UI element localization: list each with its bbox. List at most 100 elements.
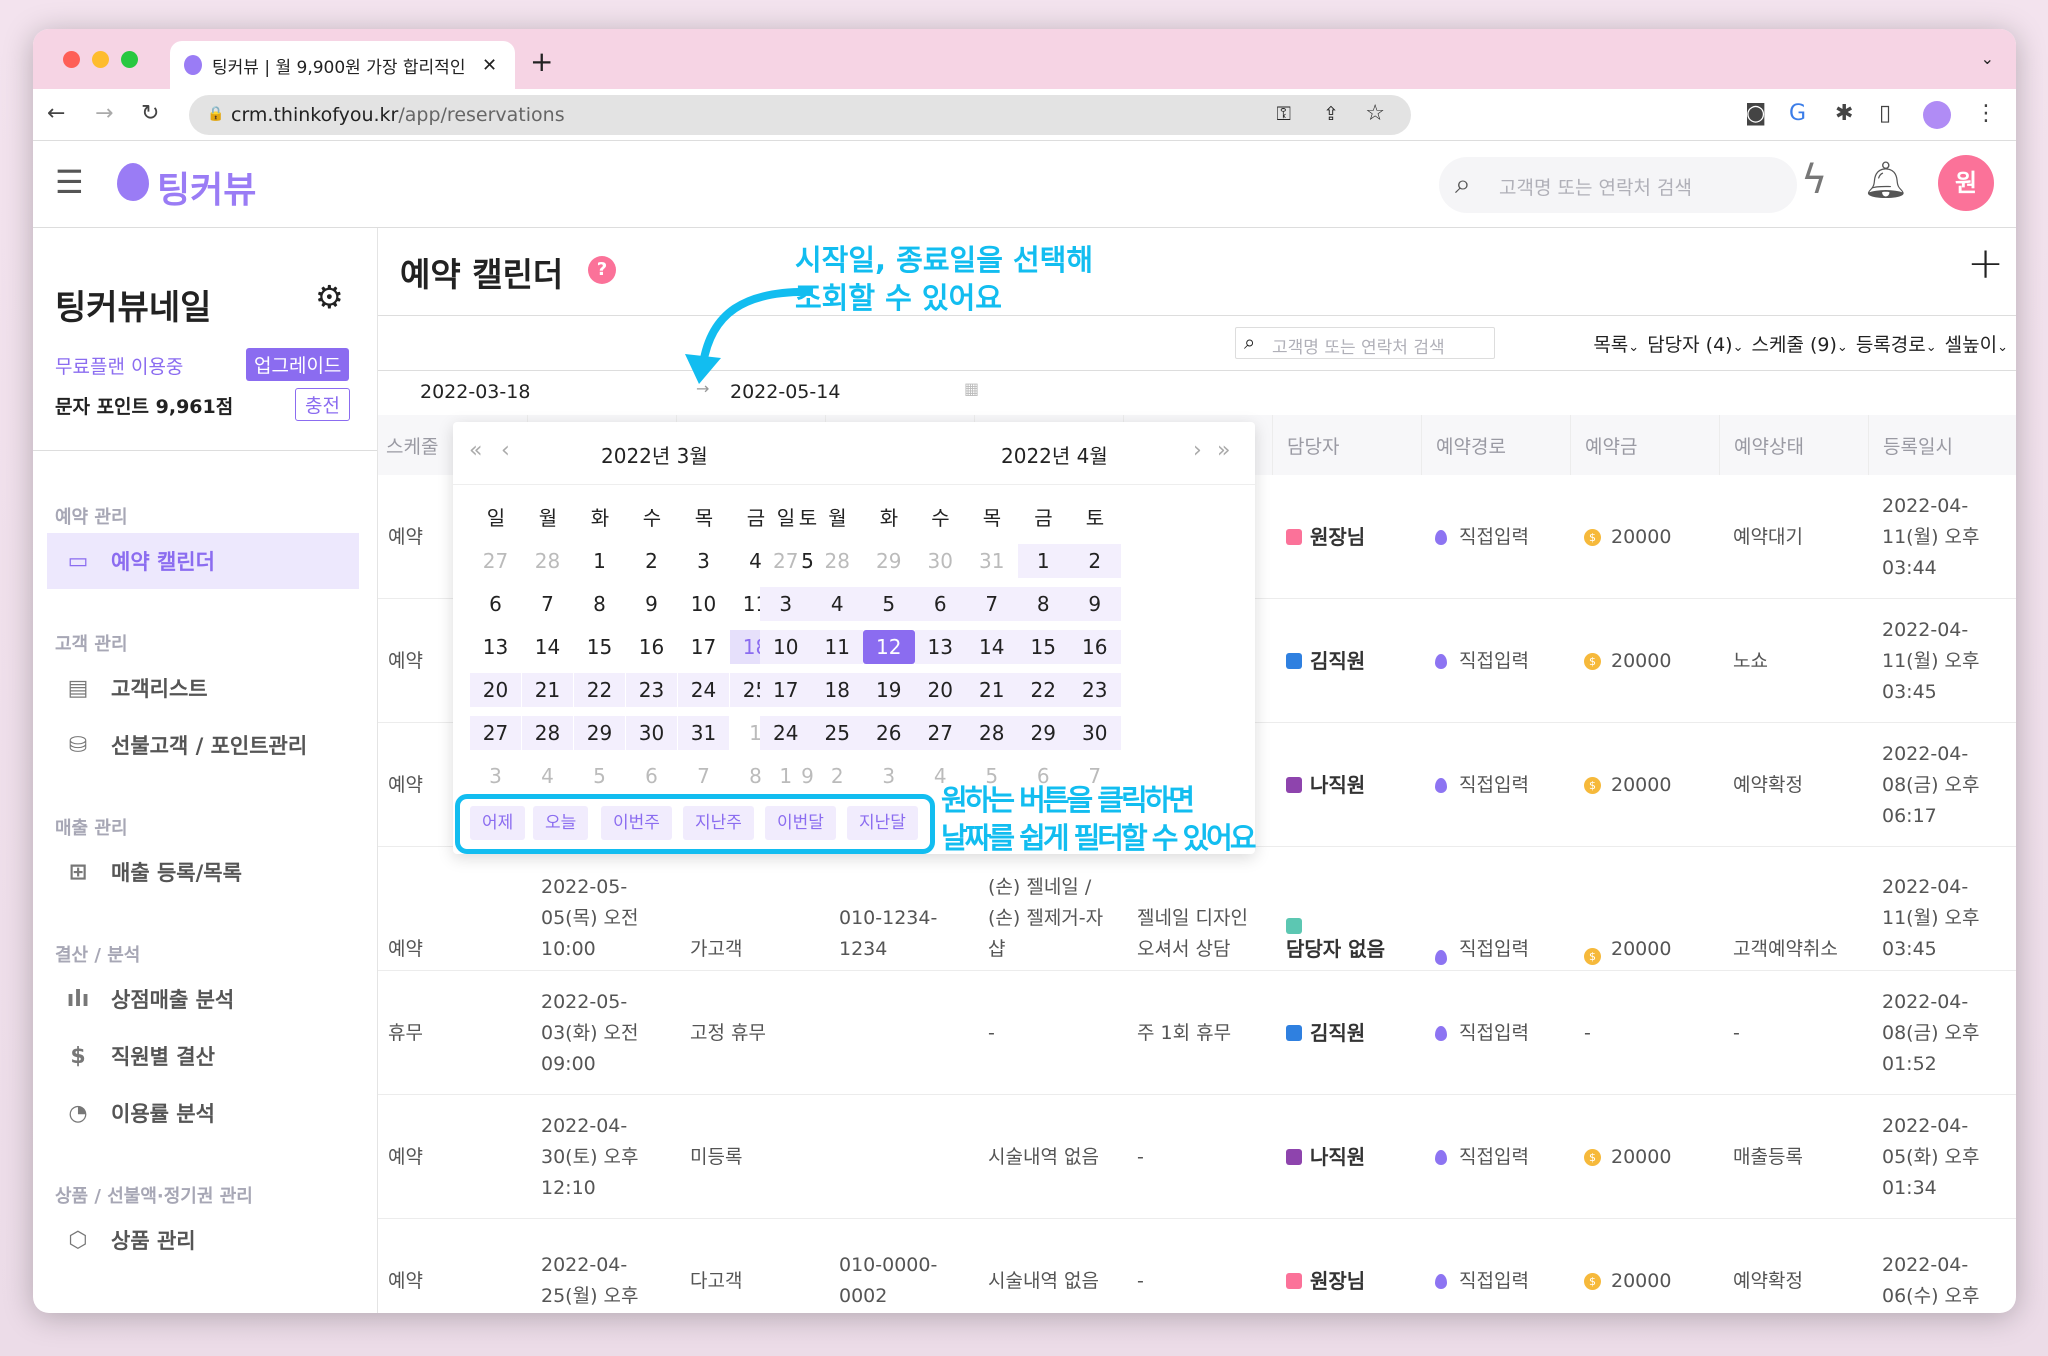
calendar-day[interactable]: 2 [645,549,658,573]
calendar-day[interactable]: 19 [863,673,915,707]
next-month-icon[interactable]: › [1193,438,1202,463]
filter-row-height[interactable]: 셀높이⌄ [1945,330,2008,357]
hamburger-menu-icon[interactable]: ☰ [55,163,84,201]
settings-gear-icon[interactable]: ⚙ [315,278,344,316]
calendar-day[interactable]: 8 [593,592,606,616]
calendar-day[interactable]: 17 [760,673,812,707]
calendar-day[interactable]: 9 [1069,587,1121,621]
calendar-day[interactable]: 5 [985,764,999,788]
sidebar-item[interactable]: ◔ 이용률 분석 [47,1085,359,1141]
prev-year-icon[interactable]: « [469,438,483,463]
calendar-day[interactable]: 16 [638,635,665,659]
calendar-day[interactable]: 4 [811,587,863,621]
table-row[interactable]: 휴무 2022-05-03(화) 오전 09:00 고정 휴무 - 주 1회 휴무 김직원… [378,971,2016,1095]
calendar-day[interactable]: 6 [914,587,966,621]
app-logo[interactable]: 팅커뷰 [157,170,257,211]
calendar-day[interactable]: 27 [470,716,521,750]
next-year-icon[interactable]: » [1217,438,1231,463]
table-row[interactable]: 예약 2022-04-25(월) 오후 다고객 010-0000-0002 시술내역 없… [378,1219,2016,1313]
calendar-day[interactable]: 27 [773,549,799,573]
calendar-day[interactable]: 13 [914,630,966,664]
calendar-day[interactable]: 3 [882,764,896,788]
calendar-day[interactable]: 20 [470,673,521,707]
calendar-day[interactable]: 10 [690,592,717,616]
bell-icon[interactable]: 🔔︎ [1863,160,1909,201]
calendar-day[interactable]: 29 [1017,716,1069,750]
reload-icon[interactable]: ↻ [141,101,160,126]
browser-tab[interactable]: 팅커뷰 | 월 9,900원 가장 합리적인 ✕ [170,41,515,89]
bookmark-star-icon[interactable]: ☆ [1365,101,1385,126]
new-tab-icon[interactable]: + [530,45,554,78]
quick-filter-button[interactable]: 이번달 [765,806,836,840]
add-reservation-button[interactable]: + [1967,238,2004,289]
calendar-day[interactable]: 27 [914,716,966,750]
calendar-day[interactable]: 11 [811,630,863,664]
calendar-day[interactable]: 24 [760,716,812,750]
calendar-day[interactable]: 15 [586,635,613,659]
start-date-input[interactable]: 2022-03-18 [420,381,531,403]
quick-filter-button[interactable]: 지난주 [683,806,754,840]
sidebar-item[interactable]: ⊞ 매출 등록/목록 [47,844,359,900]
calendar-day[interactable]: 22 [1017,673,1069,707]
calendar-day[interactable]: 28 [966,716,1018,750]
calendar-day[interactable]: 9 [801,764,814,788]
calendar-day[interactable]: 10 [760,630,812,664]
sidebar-item[interactable]: ılı 상점매출 분석 [47,971,359,1027]
calendar-day[interactable]: 8 [1017,587,1069,621]
sidebar-item[interactable]: $ 직원별 결산 [47,1028,359,1084]
calendar-day[interactable]: 3 [697,549,710,573]
calendar-day[interactable]: 7 [697,764,710,788]
calendar-day[interactable]: 1 [593,549,606,573]
calendar-day[interactable]: 22 [574,673,625,707]
tab-list-chevron-icon[interactable]: ⌄ [1980,49,1994,68]
calendar-day[interactable]: 5 [801,549,814,573]
back-icon[interactable]: ← [47,101,66,126]
calendar-day[interactable]: 29 [574,716,625,750]
calendar-day[interactable]: 5 [593,764,606,788]
lightning-icon[interactable]: ϟ [1801,157,1828,203]
share-icon[interactable]: ⇪ [1323,103,1339,125]
browser-menu-icon[interactable]: ⋮ [1975,101,1997,126]
filter-staff[interactable]: 담당자 (4)⌄ [1647,330,1743,357]
translate-extension-icon[interactable]: G [1789,101,1807,126]
calendar-day[interactable]: 29 [876,549,902,573]
calendar-day[interactable]: 14 [966,630,1018,664]
calendar-day[interactable]: 3 [489,764,502,788]
calendar-day[interactable]: 24 [678,673,729,707]
filter-list[interactable]: 목록⌄ [1593,330,1639,357]
calendar-day[interactable]: 1 [779,764,793,788]
calendar-day[interactable]: 28 [522,716,573,750]
table-row[interactable]: 예약 2022-04-30(토) 오후 12:10 미등록 시술내역 없음 - 나직원 직접… [378,1095,2016,1219]
help-icon[interactable]: ? [588,256,616,284]
calendar-day[interactable]: 13 [482,635,509,659]
calendar-day[interactable]: 17 [690,635,717,659]
calendar-day[interactable]: 9 [645,592,658,616]
sidebar-item[interactable]: ▭ 예약 캘린더 [47,533,359,589]
table-row[interactable]: 예약 나직원 직접입력 $20000 예약확정 2022-04-08(금) 오후 06:1… [378,723,2016,847]
calendar-day[interactable]: 5 [863,587,915,621]
filter-schedule[interactable]: 스케줄 (9)⌄ [1752,330,1848,357]
minimize-window-button[interactable] [92,51,109,68]
table-search-input[interactable]: ⌕ 고객명 또는 연락처 검색 [1235,327,1495,359]
quick-filter-button[interactable]: 어제 [470,806,526,840]
calendar-day[interactable]: 23 [1069,673,1121,707]
calendar-day[interactable]: 15 [1017,630,1069,664]
calendar-day[interactable]: 28 [824,549,850,573]
charge-button[interactable]: 충전 [295,388,350,421]
key-icon[interactable]: ⚿ [1276,103,1291,125]
prev-month-icon[interactable]: ‹ [501,438,510,463]
calendar-day[interactable]: 7 [1088,764,1102,788]
column-header[interactable]: 예약경로 [1421,415,1570,475]
calendar-day[interactable]: 25 [811,716,863,750]
calendar-day[interactable]: 1 [749,721,762,745]
calendar-day[interactable]: 4 [933,764,947,788]
calendar-day[interactable]: 31 [678,716,729,750]
calendar-day[interactable]: 28 [534,549,561,573]
calendar-day[interactable]: 7 [966,587,1018,621]
calendar-day[interactable]: 30 [626,716,677,750]
calendar-day[interactable]: 18 [811,673,863,707]
profile-avatar[interactable] [1923,101,1951,129]
close-window-button[interactable] [63,51,80,68]
maximize-window-button[interactable] [121,51,138,68]
address-bar[interactable]: 🔒 crm.thinkofyou.kr/app/reservations ⚿ ⇪… [189,95,1411,135]
